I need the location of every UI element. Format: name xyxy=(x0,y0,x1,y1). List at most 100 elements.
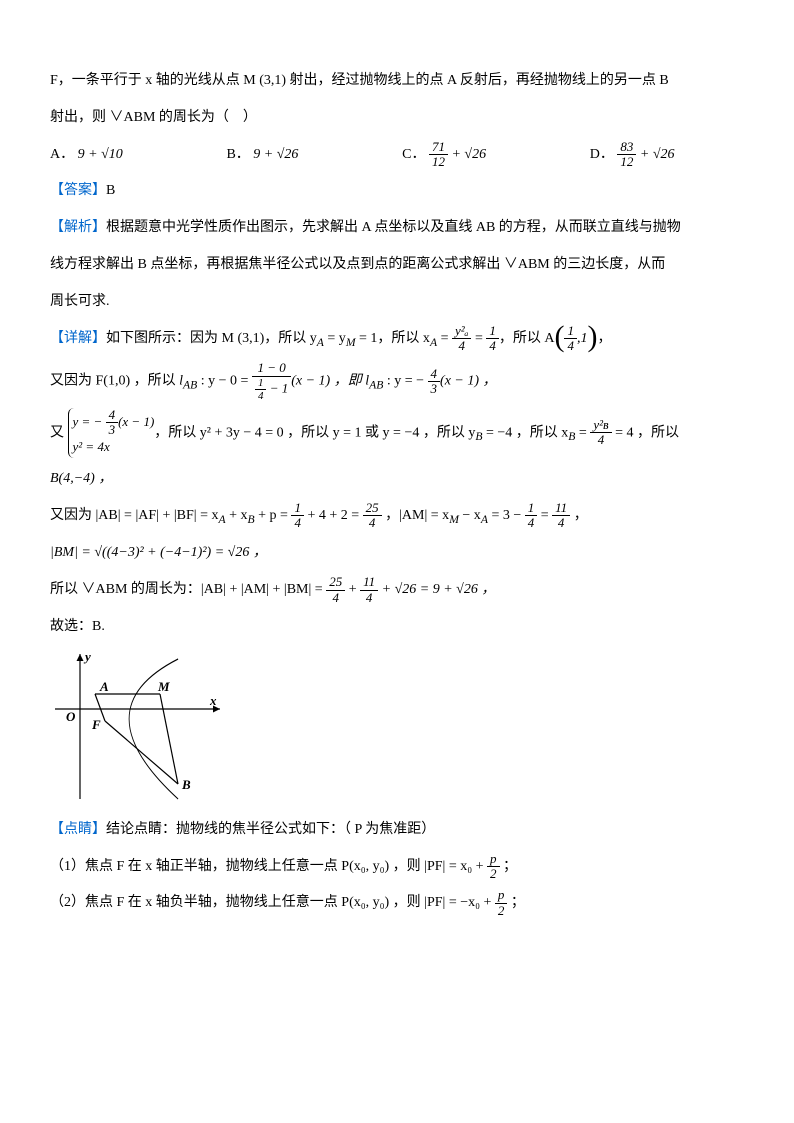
optc-num: 71 xyxy=(429,140,448,155)
d2f2n: 4 xyxy=(428,367,441,382)
label-x: x xyxy=(209,693,217,708)
d1bd: 4 xyxy=(564,339,577,353)
d3d: = xyxy=(575,425,590,440)
d5b: + x xyxy=(226,508,248,523)
d2cs: AB xyxy=(369,379,383,392)
d1s1: A xyxy=(317,336,324,349)
d3e: = 4 ，所以 xyxy=(612,425,679,440)
d5f1d: 4 xyxy=(291,516,304,530)
detail-line4: B(4,−4) ， xyxy=(50,464,744,495)
detail-label: 【详解】 xyxy=(50,331,106,346)
h1n: p xyxy=(487,852,500,867)
d3fd: 4 xyxy=(590,433,611,447)
d7f1d: 4 xyxy=(326,591,345,605)
detail-line1: 【详解】如下图所示：因为 M (3,1)，所以 yA = yM = 1，所以 x… xyxy=(50,324,744,356)
answer-value: B xyxy=(106,183,115,198)
d5h: = xyxy=(537,508,552,523)
d5es: M xyxy=(449,513,459,526)
hint-label: 【点睛】 xyxy=(50,822,106,837)
system-brace-icon: y = − 43(x − 1) y² = 4x xyxy=(68,408,155,458)
d2b: : y − 0 = xyxy=(197,374,252,389)
d5f1n: 1 xyxy=(291,501,304,516)
d5a: 又因为 |AB| = |AF| + |BF| = x xyxy=(50,508,218,523)
option-d: D． 8312 + √26 xyxy=(590,140,675,171)
detail-line5: 又因为 |AB| = |AF| + |BF| = xA + xB + p = 1… xyxy=(50,501,744,532)
detail-line8: 故选：B. xyxy=(50,612,744,643)
optd-num: 83 xyxy=(617,140,636,155)
d5as: A xyxy=(218,513,225,526)
d1g: ,1 xyxy=(577,331,588,346)
optd-den: 12 xyxy=(617,155,636,169)
option-d-tail: + √26 xyxy=(640,147,675,162)
hint1: （1）焦点 F 在 x 轴正半轴，抛物线上任意一点 P(x₀, y₀) ，则 |… xyxy=(50,852,744,883)
d3a: 又 xyxy=(50,425,68,440)
option-c: C． 7112 + √26 xyxy=(402,140,486,171)
d7b: + xyxy=(345,582,360,597)
d2fdn: 1 xyxy=(255,377,267,390)
lparen-icon: ( xyxy=(554,322,564,352)
label-M: M xyxy=(157,679,170,694)
d5e: ，|AM| = x xyxy=(382,508,450,523)
d1s3: A xyxy=(430,336,437,349)
d5f4n: 11 xyxy=(552,501,570,516)
d2d: : y = − xyxy=(383,374,427,389)
h2b: ； xyxy=(507,895,525,910)
label-F: F xyxy=(91,717,101,732)
d2fdd: 4 xyxy=(255,390,267,402)
d1d: = xyxy=(437,331,452,346)
d5i: ， xyxy=(570,508,588,523)
d1c: = 1，所以 x xyxy=(356,331,430,346)
d1f2n: 1 xyxy=(486,324,499,339)
d5c: + p = xyxy=(255,508,292,523)
option-d-label: D． xyxy=(590,147,614,162)
d5g: = 3 − xyxy=(488,508,525,523)
hint-line: 【点睛】结论点睛：抛物线的焦半径公式如下：（ P 为焦准距） xyxy=(50,815,744,846)
d3c: = −4 ，所以 x xyxy=(482,425,568,440)
d7f2d: 4 xyxy=(360,591,378,605)
d5bs: B xyxy=(248,513,255,526)
d7f1n: 25 xyxy=(326,575,345,590)
label-A: A xyxy=(99,679,109,694)
d5f3n: 1 xyxy=(525,501,538,516)
label-O: O xyxy=(66,709,76,724)
h1b: ； xyxy=(500,859,518,874)
d5f2d: 4 xyxy=(363,516,382,530)
detail-line6: |BM| = √((4−3)² + (−4−1)²) = √26 ， xyxy=(50,538,744,569)
d2fd: 14 − 1 xyxy=(252,377,291,402)
d2f2d: 3 xyxy=(428,382,441,396)
option-b: B． 9 + √26 xyxy=(226,140,298,171)
d5f2n: 25 xyxy=(363,501,382,516)
d1b: = y xyxy=(324,331,346,346)
d1a: 如下图所示：因为 M (3,1)，所以 y xyxy=(106,331,317,346)
analysis-line1: 【解析】根据题意中光学性质作出图示，先求解出 A 点坐标以及直线 AB 的方程，… xyxy=(50,213,744,244)
d1f1d: 4 xyxy=(452,339,471,353)
answer-label: 【答案】 xyxy=(50,183,106,198)
d2c: (x − 1) ，即 l xyxy=(291,374,369,389)
d7f2n: 11 xyxy=(360,575,378,590)
h1a: （1）焦点 F 在 x 轴正半轴，抛物线上任意一点 P(x₀, y₀) ，则 |… xyxy=(50,859,487,874)
h2a: （2）焦点 F 在 x 轴负半轴，抛物线上任意一点 P(x₀, y₀) ，则 |… xyxy=(50,895,495,910)
analysis-text1: 根据题意中光学性质作出图示，先求解出 A 点坐标以及直线 AB 的方程，从而联立… xyxy=(106,220,681,235)
rparen-icon: ) xyxy=(587,322,597,352)
s1n: 4 xyxy=(106,408,119,423)
h2n: p xyxy=(495,888,508,903)
analysis-label: 【解析】 xyxy=(50,220,106,235)
label-y: y xyxy=(83,649,91,664)
problem-line2: 射出，则 ∨ABM 的周长为（ ） xyxy=(50,103,744,134)
option-a: A． 9 + √10 xyxy=(50,140,123,171)
parabola-diagram: y x A M O F B xyxy=(50,649,230,809)
d5f: − x xyxy=(459,508,481,523)
sys-row2: y² = 4x xyxy=(73,439,110,454)
d1e: = xyxy=(471,331,486,346)
d2e: (x − 1) ， xyxy=(440,374,497,389)
option-a-value: 9 + √10 xyxy=(78,147,123,162)
label-B: B xyxy=(181,777,191,792)
d7a: 所以 ∨ABM 的周长为：|AB| + |AM| + |BM| = xyxy=(50,582,326,597)
detail-line7: 所以 ∨ABM 的周长为：|AB| + |AM| + |BM| = 254 + … xyxy=(50,575,744,606)
analysis-line2: 线方程求解出 B 点坐标，再根据焦半径公式以及点到点的距离公式求解出 ∨ABM … xyxy=(50,250,744,281)
analysis-line3: 周长可求. xyxy=(50,287,744,318)
answer-line: 【答案】B xyxy=(50,176,744,207)
s1a: y = − xyxy=(73,414,106,429)
d7c: + √26 = 9 + √26 ， xyxy=(378,582,495,597)
h1d: 2 xyxy=(487,867,500,881)
